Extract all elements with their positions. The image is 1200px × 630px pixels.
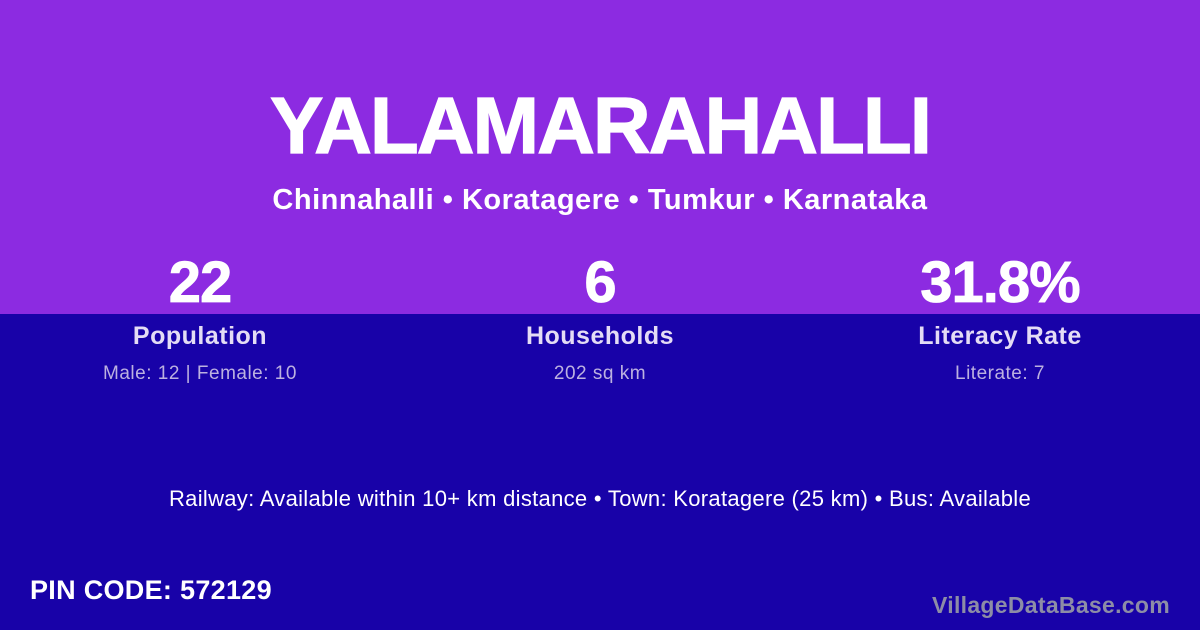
households-value: 6: [584, 249, 617, 315]
population-breakdown: Male: 12 | Female: 10: [103, 363, 297, 384]
stat-literacy: 31.8% Literacy Rate Literate: 7: [800, 238, 1200, 385]
transport-info-line: Railway: Available within 10+ km distanc…: [168, 486, 1032, 511]
stats-row: 22 Population Male: 12 | Female: 10 6 Ho…: [0, 238, 1200, 385]
village-title: YALAMARAHALLI: [269, 81, 932, 170]
watermark: VillageDataBase.com: [932, 592, 1170, 618]
pin-code: PIN CODE: 572129: [30, 575, 272, 605]
literacy-rate-label: Literacy Rate: [918, 322, 1082, 350]
stat-population: 22 Population Male: 12 | Female: 10: [0, 238, 400, 385]
literate-count: Literate: 7: [955, 363, 1045, 384]
area-value: 202 sq km: [553, 363, 647, 384]
households-label: Households: [525, 322, 675, 350]
literacy-rate-value: 31.8%: [920, 249, 1081, 315]
population-value: 22: [168, 249, 232, 315]
stat-households: 6 Households 202 sq km: [400, 238, 800, 385]
population-label: Population: [132, 322, 268, 350]
location-breadcrumb: Chinnahalli • Koratagere • Tumkur • Karn…: [272, 184, 928, 216]
